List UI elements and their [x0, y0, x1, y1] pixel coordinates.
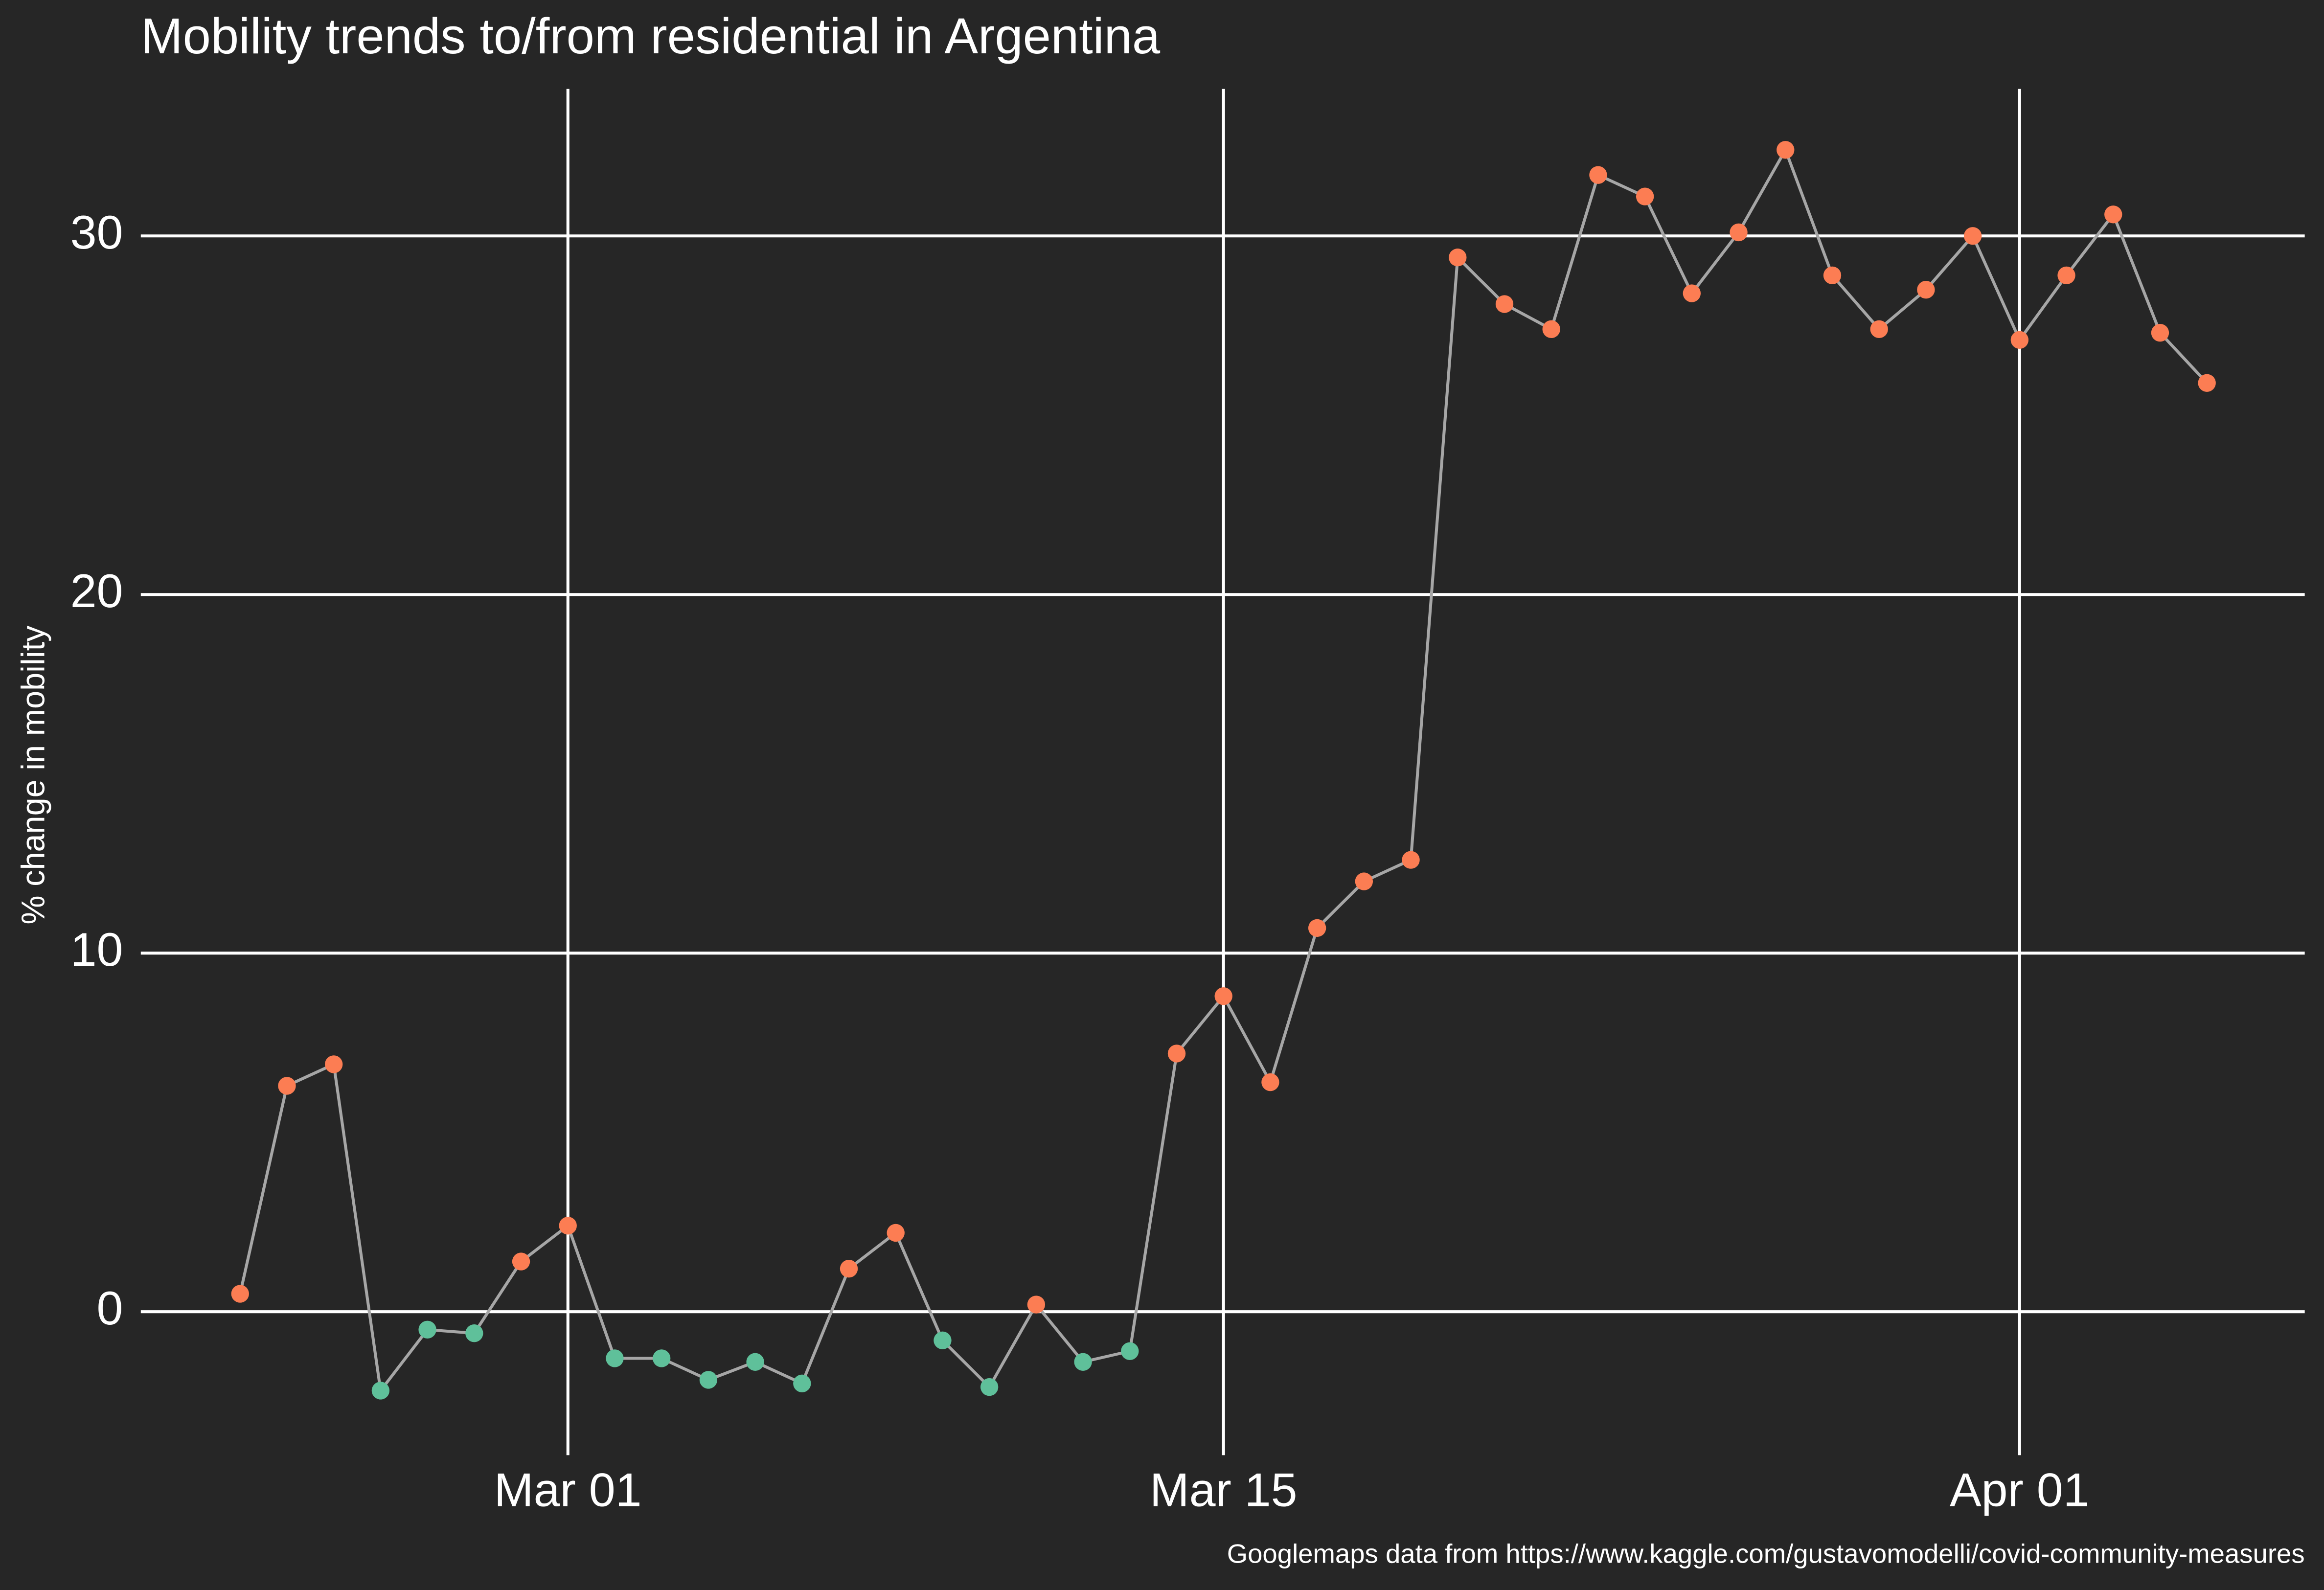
point	[606, 1349, 624, 1367]
point	[840, 1260, 858, 1278]
point	[2198, 374, 2216, 392]
point	[1963, 227, 1982, 245]
point	[1636, 187, 1654, 205]
point	[278, 1077, 296, 1095]
point	[1917, 281, 1935, 299]
point	[559, 1217, 577, 1235]
y-tick-label: 0	[97, 1281, 123, 1335]
point	[1730, 223, 1748, 242]
point	[1777, 141, 1795, 159]
point	[325, 1055, 343, 1073]
point	[1167, 1045, 1186, 1063]
point	[1121, 1342, 1139, 1360]
point	[1074, 1353, 1092, 1371]
point	[512, 1252, 530, 1271]
y-tick-label: 10	[70, 923, 123, 976]
point	[699, 1371, 718, 1389]
point	[2057, 266, 2075, 285]
point	[465, 1324, 483, 1342]
point	[1402, 851, 1420, 869]
y-axis-label: % change in mobility	[15, 625, 51, 925]
point	[1495, 295, 1514, 313]
point	[1683, 284, 1701, 302]
point	[1214, 987, 1232, 1005]
point	[2104, 205, 2122, 224]
point	[1027, 1295, 1046, 1314]
point	[980, 1378, 999, 1396]
point	[1355, 872, 1373, 890]
point	[1823, 266, 1842, 285]
point	[231, 1285, 249, 1303]
point	[793, 1374, 811, 1392]
point	[1449, 249, 1467, 267]
y-tick-label: 30	[70, 205, 123, 259]
marks	[231, 141, 2216, 1400]
point	[1308, 919, 1326, 937]
point	[418, 1320, 436, 1339]
point	[1542, 320, 1560, 339]
point	[746, 1353, 764, 1371]
point	[1589, 166, 1607, 184]
point	[2010, 331, 2029, 349]
x-tick-label: Mar 01	[494, 1463, 642, 1517]
point	[887, 1224, 905, 1242]
x-tick-label: Apr 01	[1950, 1463, 2090, 1517]
caption: Googlemaps data from https://www.kaggle.…	[1227, 1539, 2305, 1569]
y-tick-label: 20	[70, 564, 123, 617]
chart-title: Mobility trends to/from residential in A…	[141, 8, 1161, 64]
point	[371, 1382, 390, 1400]
grid	[140, 89, 2305, 1455]
point	[652, 1349, 671, 1367]
point	[1870, 320, 1888, 339]
point	[2151, 323, 2169, 342]
x-tick-label: Mar 15	[1150, 1463, 1298, 1517]
point	[1261, 1073, 1279, 1091]
point	[934, 1331, 952, 1349]
